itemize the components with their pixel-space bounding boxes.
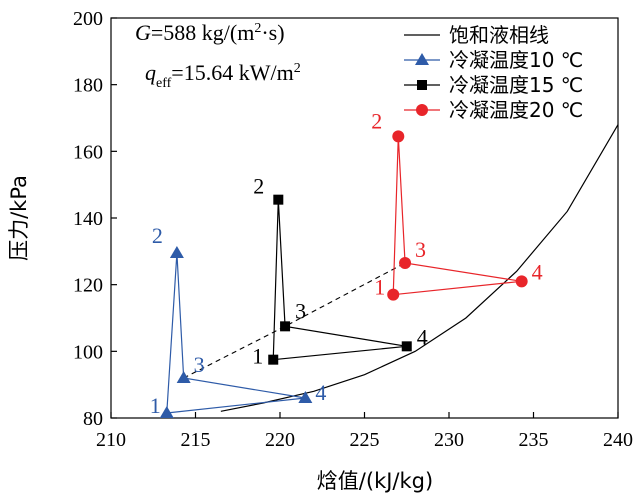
- cycle-line-2: [272, 199, 407, 361]
- dashed-state3-line: [183, 262, 406, 379]
- data-point-marker: [169, 246, 184, 258]
- x-tick-label: 220: [265, 429, 295, 451]
- x-tick-label: 215: [181, 429, 211, 451]
- heat-flux-text: qeff=15.64 kW/m2: [145, 60, 301, 91]
- y-tick-label: 140: [73, 208, 103, 230]
- x-tick-label: 235: [519, 429, 549, 451]
- saturated-liquid-line: [220, 124, 618, 412]
- y-tick-label: 160: [73, 141, 103, 163]
- y-tick-label: 100: [73, 341, 103, 363]
- cycle-line-3: [392, 136, 522, 296]
- y-tick-label: 180: [73, 75, 103, 97]
- y-axis-label: 压力/kPa: [7, 175, 31, 261]
- x-axis-label: 焓值/(kJ/kg): [317, 469, 433, 493]
- x-tick-label: 230: [434, 429, 464, 451]
- y-tick-label: 120: [73, 275, 103, 297]
- data-point-marker: [399, 257, 412, 269]
- data-point-marker: [298, 391, 313, 403]
- legend-marker: [415, 53, 429, 65]
- x-tick-label: 240: [603, 429, 633, 451]
- legend-label: 冷凝温度15 ℃: [449, 73, 583, 97]
- plot-area: [166, 124, 618, 414]
- legend-marker: [416, 104, 428, 116]
- markers: 1 2 3 4 1 2 3 4 1 2 3 4: [150, 108, 543, 418]
- state-point-label: 3: [194, 352, 205, 377]
- state-point-label: 2: [371, 108, 382, 133]
- condition-annotation: G=588 kg/(m2·s) qeff=15.64 kW/m2: [135, 20, 301, 91]
- mass-flux-text: G=588 kg/(m2·s): [135, 20, 285, 45]
- state-point-label: 2: [253, 174, 264, 199]
- data-point-marker: [392, 130, 405, 143]
- state-point-label: 1: [374, 275, 385, 300]
- legend-label: 冷凝温度10 ℃: [449, 48, 583, 72]
- data-point-marker: [268, 354, 279, 365]
- y-tick-label: 80: [83, 408, 103, 430]
- x-tick-label: 210: [96, 429, 126, 451]
- y-tick-label: 200: [73, 8, 103, 30]
- data-point-marker: [515, 275, 528, 288]
- legend-label: 饱和液相线: [449, 23, 549, 47]
- cycle-line-1: [166, 252, 306, 414]
- x-tick-label: 225: [350, 429, 380, 451]
- state-point-label: 4: [417, 324, 428, 349]
- state-point-label: 4: [532, 259, 543, 284]
- data-point-marker: [176, 371, 191, 383]
- data-point-marker: [401, 341, 412, 352]
- state-point-label: 4: [315, 380, 326, 405]
- legend-marker: [417, 80, 427, 90]
- data-point-marker: [280, 321, 291, 332]
- state-point-label: 3: [415, 237, 426, 262]
- data-point-marker: [159, 406, 174, 418]
- data-point-marker: [273, 194, 284, 205]
- axes: 210 215 220 225 230 235 240 80 100 120 140 160 180 20…: [73, 8, 633, 451]
- legend-label: 冷凝温度20 ℃: [449, 98, 583, 122]
- state-point-label: 1: [252, 344, 263, 369]
- state-point-label: 2: [152, 223, 163, 248]
- state-point-label: 1: [150, 393, 161, 418]
- data-point-marker: [387, 288, 400, 301]
- state-point-label: 3: [295, 298, 306, 323]
